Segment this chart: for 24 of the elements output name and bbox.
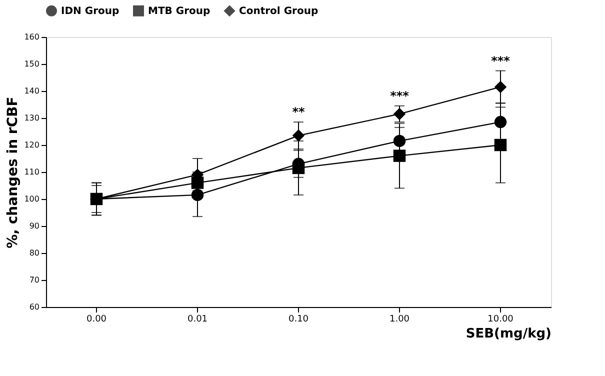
annotation: ***	[491, 54, 511, 68]
y-tick-label: 150	[24, 60, 40, 68]
x-tick-label: 10.00	[488, 314, 514, 324]
y-tick-label: 80	[29, 248, 40, 258]
y-tick-label: 140	[24, 86, 40, 96]
y-axis-title: %, changes in rCBF	[5, 96, 22, 248]
y-tick-label: 130	[24, 114, 40, 122]
y-tick-label: 60	[29, 302, 40, 312]
y-tick-label: 90	[29, 222, 40, 230]
x-tick-label: 0.10	[288, 314, 309, 324]
x-tick-label: 0.00	[86, 314, 107, 324]
y-tick-label: 110	[24, 168, 40, 176]
legend-label: IDN Group	[61, 6, 120, 17]
annotation: ***	[390, 88, 410, 103]
y-tick-label: 100	[24, 194, 40, 204]
x-axis-title: SEB(mg/kg)	[466, 326, 552, 342]
x-tick-label: 0.01	[187, 314, 208, 324]
legend-label: Control Group	[239, 6, 318, 17]
annotation: **	[292, 105, 306, 120]
legend-label: MTB Group	[148, 6, 210, 17]
y-tick-label: 160	[24, 32, 40, 42]
y-tick-label: 120	[24, 140, 40, 150]
x-tick-label: 1.00	[389, 314, 410, 324]
y-tick-label: 70	[29, 276, 40, 284]
